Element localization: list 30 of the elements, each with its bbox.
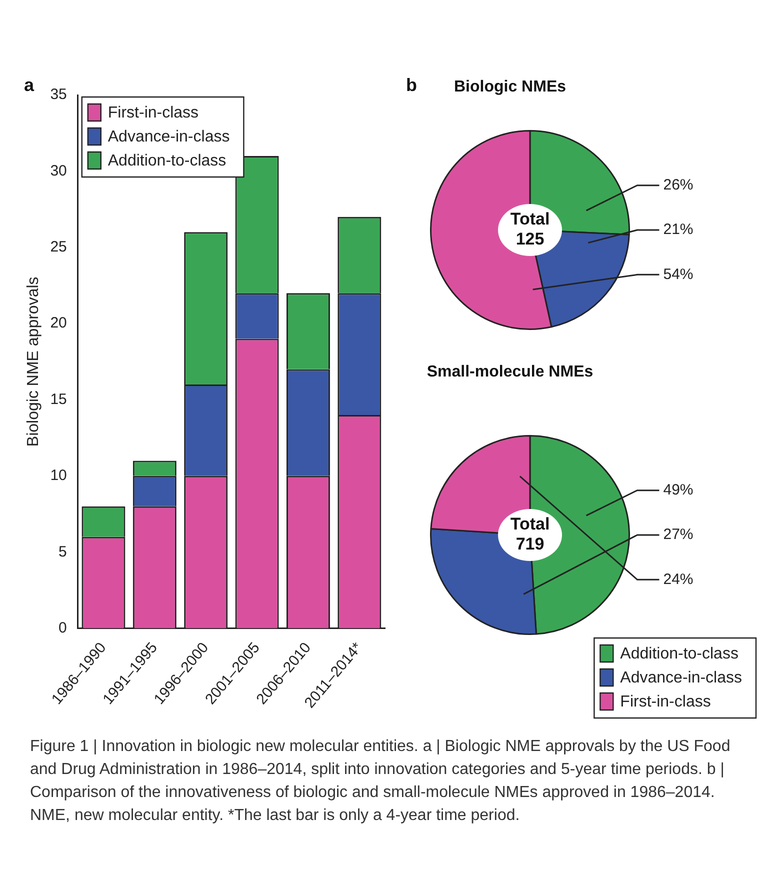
legend-label: Advance-in-class — [108, 128, 230, 146]
legend-label: Advance-in-class — [620, 669, 742, 686]
data-label: 24% — [663, 570, 694, 588]
caption: Figure 1 | Innovation in biologic new molecular entities. a | Biologic NME approvals by the US Food and Drug Administration in 1986–2014, split into innovation categories and 5-year time periods. b | Comparison of the innovativeness of biologic and small-molecule NMEs approved in 1986–2014. NME, new molecular entity. *The last bar is only a 4-year time period. — [30, 737, 732, 826]
y-tick-label: 0 — [58, 619, 67, 636]
y-tick-label: 25 — [50, 238, 67, 256]
legend-label: Addition-to-class — [620, 645, 738, 662]
y-axis-title: Biologic NME approvals — [25, 276, 42, 447]
data-label: 21% — [663, 221, 694, 238]
y-tick-label: 30 — [50, 162, 67, 180]
data-label: 27% — [663, 526, 694, 544]
legend-label: Addition-to-class — [108, 152, 226, 170]
legend-label: First-in-class — [108, 104, 199, 122]
chart-title: Small-molecule NMEs — [426, 363, 594, 380]
y-tick-label: 15 — [50, 390, 67, 408]
text: 125 — [516, 230, 544, 249]
y-tick-label: 20 — [50, 314, 67, 332]
chart-title: Biologic NMEs — [454, 78, 566, 96]
text: Total — [510, 514, 550, 534]
y-tick-label: 10 — [50, 467, 67, 484]
text: Total — [510, 210, 550, 229]
y-tick-label: 35 — [50, 86, 67, 104]
text: a — [24, 74, 35, 95]
text: 719 — [516, 534, 544, 554]
data-label: 26% — [663, 176, 694, 194]
y-tick-label: 5 — [58, 543, 67, 560]
data-label: 49% — [663, 481, 694, 498]
text: b — [406, 74, 417, 95]
legend-label: First-in-class — [620, 693, 711, 710]
data-label: 54% — [663, 266, 694, 283]
